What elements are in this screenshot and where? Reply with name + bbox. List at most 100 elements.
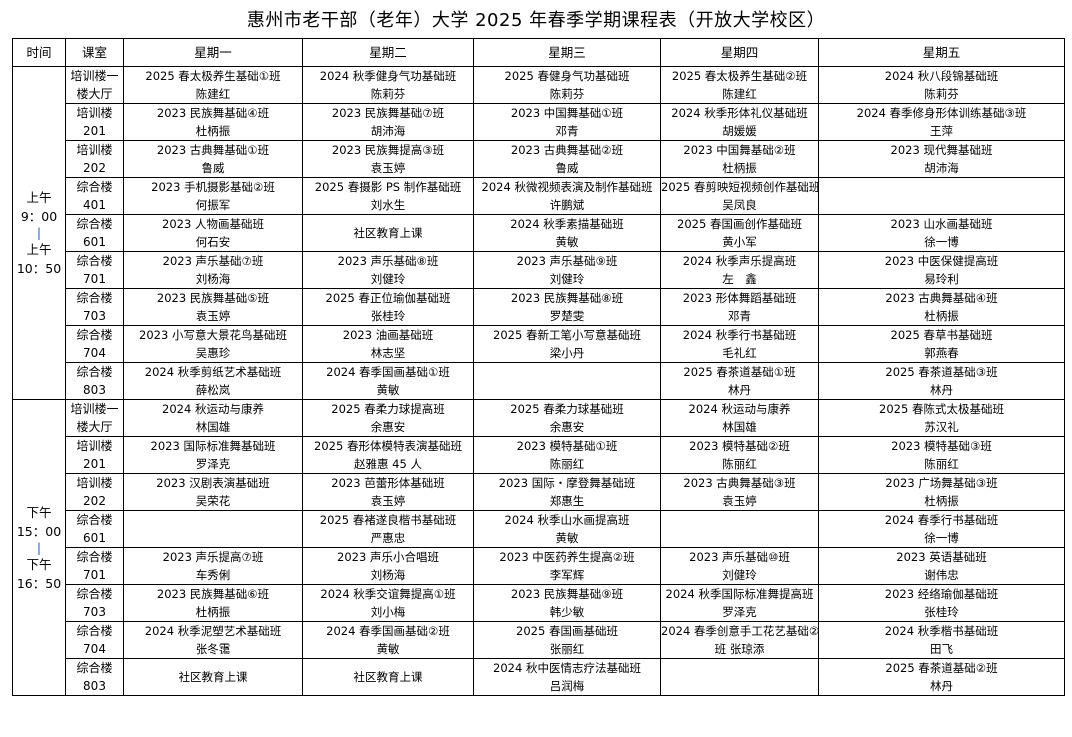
course-cell: [818, 177, 1065, 215]
course-cell: 2025 春柔力球提高班 余惠安: [302, 399, 474, 437]
room-label: 202: [83, 161, 106, 175]
course-cell: 2023 民族舞提高③班 袁玉婷: [302, 140, 474, 178]
room-label: 培训楼一: [70, 402, 119, 416]
teacher-name: 王萍: [930, 124, 953, 138]
course-cell: 2025 春健身气功基础班 陈莉芬: [473, 66, 661, 104]
course-cell: 2023 民族舞基础⑦班 胡沛海: [302, 103, 474, 141]
teacher-name: 林志坚: [370, 346, 406, 360]
course-cell: 2023 汉剧表演基础班 吴荣花: [123, 473, 303, 511]
course-name: 2025 春茶道基础③班: [885, 365, 998, 379]
teacher-name: 赵雅惠 45 人: [354, 457, 422, 471]
teacher-name: 梁小丹: [549, 346, 585, 360]
course-name: 2025 春陈式太极基础班: [879, 402, 1004, 416]
teacher-name: 黄敏: [376, 383, 400, 397]
teacher-name: 杜柄振: [722, 161, 757, 175]
course-cell: 2023 人物画基础班 何石安: [123, 214, 303, 252]
table-row: 综合楼 704 2023 小写意大景花鸟基础班 吴惠珍 2023 油画基础班 林志坚 202…: [13, 325, 1065, 363]
course-cell: 2024 秋季健身气功基础班 陈莉芬: [302, 66, 474, 104]
room-label: 综合楼: [76, 291, 113, 305]
teacher-name: 陈丽红: [722, 457, 757, 471]
course-name: 2025 春茶道基础①班: [683, 365, 796, 379]
course-name: 2023 古典舞基础③班: [683, 476, 796, 490]
course-name: 2023 模特基础①班: [516, 439, 618, 453]
teacher-name: 刘健玲: [549, 272, 585, 286]
room-label: 培训楼: [76, 476, 113, 490]
room-label: 楼大厅: [76, 420, 113, 434]
course-cell: 2025 春国画基础班 张丽红: [473, 621, 661, 659]
room-cell: 综合楼 701: [65, 251, 124, 289]
room-cell: 综合楼 601: [65, 510, 124, 548]
course-cell: 2023 形体舞蹈基础班 邓青: [660, 288, 819, 326]
time-start-label: 下午: [26, 504, 52, 520]
course-cell: 2024 秋季声乐提高班左 鑫: [660, 251, 819, 289]
course-name: 社区教育上课: [178, 670, 248, 684]
course-cell: 2023 中国舞基础②班 杜柄振: [660, 140, 819, 178]
teacher-name: 吕润梅: [549, 679, 585, 693]
room-label: 培训楼一: [70, 69, 119, 83]
teacher-name: 严惠忠: [370, 531, 406, 545]
course-name: 2023 民族舞提高③班: [331, 143, 445, 157]
course-name: 2023 民族舞基础⑥班: [156, 587, 270, 601]
teacher-name: 许鹏斌: [549, 198, 585, 212]
course-cell: 2025 春草书基础班 郭燕春: [818, 325, 1065, 363]
course-name: 2023 声乐基础⑨班: [516, 254, 618, 268]
course-cell: 2024 秋季行书基础班 毛礼红: [660, 325, 819, 363]
room-label: 综合楼: [76, 550, 113, 564]
course-cell: 2024 春季国画基础②班 黄敏: [302, 621, 474, 659]
course-name: 2023 芭蕾形体基础班: [331, 476, 445, 490]
course-cell: 2023 模特基础②班 陈丽红: [660, 436, 819, 474]
course-cell: 2023 小写意大景花鸟基础班 吴惠珍: [123, 325, 303, 363]
course-name: 2023 广场舞基础③班: [885, 476, 998, 490]
room-label: 综合楼: [76, 624, 113, 638]
room-cell: 综合楼 704: [65, 325, 124, 363]
course-name: 2024 秋运动与康养: [688, 402, 791, 416]
teacher-name: 易玲利: [924, 272, 959, 286]
room-cell: 培训楼 201: [65, 436, 124, 474]
course-name: 2024 秋季泥塑艺术基础班: [144, 624, 282, 638]
teacher-name: 田飞: [930, 642, 953, 656]
course-name: 2024 秋运动与康养: [162, 402, 264, 416]
course-name: 2023 模特基础③班: [891, 439, 992, 453]
room-label: 201: [83, 457, 106, 471]
course-cell: 2024 秋季剪纸艺术基础班 薛松岚: [123, 362, 303, 400]
room-label: 综合楼: [76, 587, 113, 601]
course-cell: 2023 芭蕾形体基础班 袁玉婷: [302, 473, 474, 511]
course-name: 2024 秋季行书基础班: [682, 328, 797, 342]
course-cell: 2024 秋运动与康养 林国雄: [123, 399, 303, 437]
header-time: 时间: [12, 38, 66, 67]
course-cell: 2023 模特基础①班 陈丽红: [473, 436, 661, 474]
course-name: 2025 春新工笔小写意基础班: [493, 328, 641, 342]
course-cell: 2024 秋微视频表演及制作基础班 许鹏斌: [473, 177, 661, 215]
course-name: 2025 春剪映短视频创作基础班: [661, 180, 819, 194]
course-name: 2023 古典舞基础②班: [510, 143, 624, 157]
course-name: 2023 国际标准舞基础班: [150, 439, 276, 453]
course-cell: 2024 秋季山水画提高班 黄敏: [473, 510, 661, 548]
room-label: 综合楼: [76, 513, 113, 527]
teacher-name: 杜柄振: [195, 124, 231, 138]
course-name: 2024 秋季交谊舞提高①班: [320, 587, 456, 601]
course-name: 2024 春季修身形体训练基础③班: [856, 106, 1027, 120]
time-end-label: 下午: [26, 556, 52, 572]
teacher-name: 胡媛媛: [722, 124, 757, 138]
course-name: 2023 经络瑜伽基础班: [884, 587, 999, 601]
teacher-name: 苏汉礼: [924, 420, 959, 434]
course-name: 2024 秋季健身气功基础班: [319, 69, 457, 83]
course-cell: 2025 春太极养生基础②班 陈建红: [660, 66, 819, 104]
course-cell: 2025 春柔力球基础班 余惠安: [473, 399, 661, 437]
room-label: 培训楼: [76, 439, 113, 453]
course-name: 2024 秋中医情志疗法基础班: [493, 661, 641, 675]
course-cell: 2025 春茶道基础③班 林丹: [818, 362, 1065, 400]
time-start-label: 上午: [26, 190, 52, 205]
course-name: 2023 人物画基础班: [162, 217, 264, 231]
course-cell: 2023 声乐小合唱班 刘杨海: [302, 547, 474, 585]
teacher-name: 杜柄振: [924, 494, 959, 508]
room-cell: 综合楼 601: [65, 214, 124, 252]
teacher-name: 袁玉婷: [722, 494, 757, 508]
course-cell: 2023 民族舞基础⑥班 杜柄振: [123, 584, 303, 622]
course-name: 2023 现代舞基础班: [890, 143, 993, 157]
course-name: 2024 秋季国际标准舞提高班: [665, 587, 814, 601]
teacher-name: 余惠安: [370, 420, 406, 434]
table-row: 培训楼 202 2023 古典舞基础①班 鲁威 2023 民族舞提高③班 袁玉婷 2023 …: [13, 140, 1065, 178]
teacher-name: 林国雄: [195, 420, 231, 434]
course-name: 2025 春国画基础班: [516, 624, 618, 638]
